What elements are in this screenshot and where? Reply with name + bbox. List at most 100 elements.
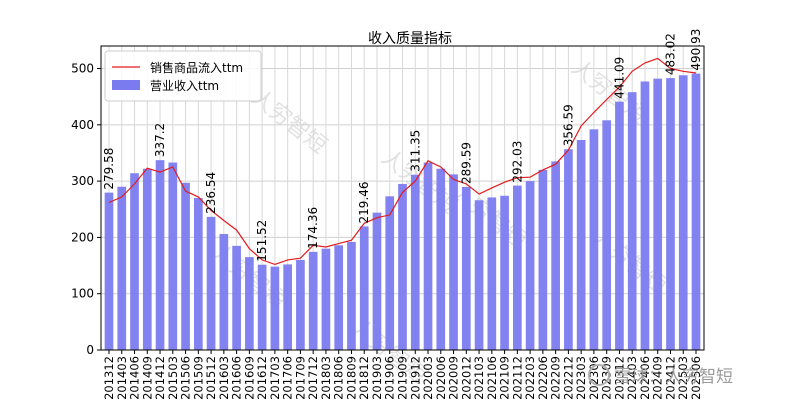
bar: [372, 212, 382, 350]
x-tick-label: 201312: [102, 356, 116, 400]
bar: [474, 200, 484, 350]
bar: [615, 101, 624, 350]
x-tick-label: 201603: [217, 356, 231, 400]
bar: [576, 140, 586, 350]
x-tick-label: 202203: [523, 356, 537, 400]
x-tick-label: 201903: [370, 356, 384, 400]
y-tick-label: 200: [71, 230, 94, 244]
x-tick-label: 202303: [574, 356, 588, 400]
x-tick-label: 201909: [396, 356, 410, 400]
bar: [283, 264, 292, 350]
data-label: 289.59: [459, 142, 473, 184]
bar: [359, 226, 369, 350]
data-label: 356.59: [561, 104, 575, 146]
bar: [640, 81, 650, 350]
data-label: 151.52: [255, 220, 269, 262]
bar: [461, 186, 471, 350]
bar: [181, 182, 190, 350]
legend: 销售商品流入ttm 营业收入ttm: [104, 50, 262, 102]
bar: [193, 198, 203, 350]
bar: [538, 169, 548, 350]
x-tick-label: 202112: [510, 356, 524, 400]
data-label: 483.02: [663, 33, 677, 75]
bar: [334, 245, 344, 350]
bar: [296, 259, 305, 350]
x-tick-label: 202103: [472, 356, 486, 400]
bar: [104, 192, 114, 350]
x-tick-label: 201506: [179, 356, 193, 400]
bar: [347, 241, 356, 350]
bar: [245, 257, 254, 350]
x-tick-label: 201912: [408, 356, 422, 400]
bar: [206, 216, 216, 350]
y-tick-label: 100: [71, 287, 94, 301]
x-tick-label: 202012: [459, 356, 473, 400]
bar: [551, 161, 560, 350]
x-tick-label: 201612: [255, 356, 269, 400]
x-tick-label: 201706: [281, 356, 295, 400]
bar: [678, 75, 688, 350]
bar: [232, 245, 241, 350]
data-label: 441.09: [612, 57, 626, 99]
x-tick-label: 202406: [638, 356, 652, 400]
bar: [257, 264, 267, 350]
bar: [500, 195, 509, 350]
data-label: 236.54: [204, 172, 218, 214]
bar: [130, 173, 139, 350]
bar: [142, 168, 152, 350]
x-tick-label: 202503: [676, 356, 690, 400]
bar: [487, 197, 497, 350]
data-labels: 279.58 337.2 236.54 151.52 174.36 219.46 311.3…: [102, 29, 703, 262]
x-tick-label: 202206: [536, 356, 550, 400]
x-tick-label: 201512: [204, 356, 218, 400]
x-tick-labels: 2013122014032014062014092014122015032015…: [102, 350, 703, 400]
data-label: 279.58: [102, 148, 116, 190]
bar: [436, 168, 446, 350]
x-tick-label: 201509: [191, 356, 205, 400]
x-tick-label: 202412: [663, 356, 677, 400]
bar: [589, 129, 599, 350]
brand-text: 雪球：人穷智短: [614, 367, 733, 387]
line-series: [108, 57, 697, 266]
x-tick-label: 201406: [128, 356, 142, 400]
x-tick-label: 201906: [383, 356, 397, 400]
x-tick-label: 201609: [242, 356, 256, 400]
x-tick-label: 202003: [421, 356, 435, 400]
legend-label-line: 销售商品流入ttm: [150, 60, 243, 75]
bar: [525, 181, 535, 350]
bar: [321, 248, 331, 350]
chart-title: 收入质量指标: [368, 31, 452, 47]
x-tick-label: 201703: [268, 356, 282, 400]
x-tick-label: 201806: [332, 356, 346, 400]
bar-series: [104, 73, 701, 350]
bar: [653, 78, 663, 350]
x-tick-label: 202006: [434, 356, 448, 400]
x-tick-label: 202403: [625, 356, 639, 400]
x-tick-label: 201606: [230, 356, 244, 400]
data-label: 219.46: [357, 181, 371, 223]
bar: [398, 183, 407, 350]
x-tick-label: 201812: [357, 356, 371, 400]
x-tick-label: 201803: [319, 356, 333, 400]
data-label: 490.93: [689, 29, 703, 71]
bar: [691, 73, 701, 350]
x-tick-label: 201403: [115, 356, 129, 400]
x-tick-label: 201409: [140, 356, 154, 400]
bar: [423, 162, 433, 350]
bar: [513, 185, 522, 350]
x-tick-label: 202106: [485, 356, 499, 400]
bar: [308, 251, 318, 350]
bar: [602, 120, 612, 350]
bar: [627, 92, 637, 350]
line-series-path: [108, 57, 697, 266]
bar: [410, 174, 420, 350]
bar: [385, 196, 395, 350]
y-tick-labels: 0 100 200 300 400 500: [71, 62, 101, 357]
bar: [666, 78, 675, 350]
x-tick-label: 202109: [498, 356, 512, 400]
bar: [155, 160, 165, 350]
x-tick-label: 201412: [153, 356, 167, 400]
bar: [449, 174, 458, 350]
x-tick-label: 202409: [651, 356, 665, 400]
